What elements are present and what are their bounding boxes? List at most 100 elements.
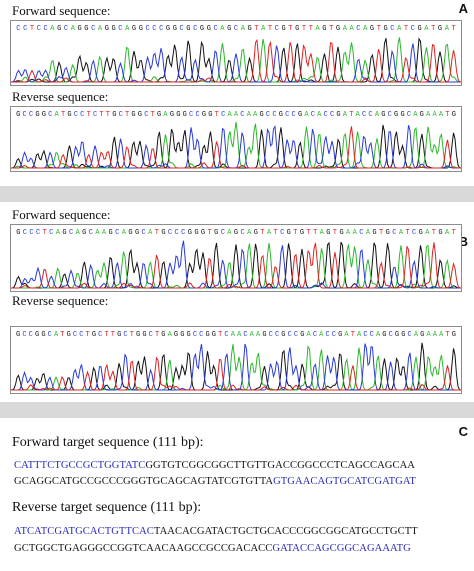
base-call-G: G <box>180 331 184 339</box>
base-call-C: C <box>407 111 411 119</box>
base-call-T: T <box>106 111 110 119</box>
base-call-G: G <box>161 331 165 339</box>
base-call-A: A <box>346 229 351 237</box>
base-call-C: C <box>159 25 163 33</box>
base-call-C: C <box>412 229 416 237</box>
base-call-A: A <box>55 111 60 119</box>
base-call-G: G <box>112 111 116 119</box>
base-call-G: G <box>417 25 421 33</box>
base-call-A: A <box>432 111 437 119</box>
base-call-G: G <box>214 229 218 237</box>
base-call-C: C <box>285 111 289 119</box>
base-call-C: C <box>330 111 334 119</box>
base-call-G: G <box>135 229 139 237</box>
base-call-A: A <box>439 111 444 119</box>
base-call-A: A <box>227 111 232 119</box>
base-call-A: A <box>425 229 430 237</box>
base-call-G: G <box>279 111 283 119</box>
base-call-C: C <box>288 331 292 339</box>
base-call-A: A <box>366 229 371 237</box>
forward-target-line-2-primer: GTGAACAGTGCATCGATGAT <box>273 476 416 487</box>
base-call-C: C <box>80 111 84 119</box>
base-call-T: T <box>104 331 108 339</box>
base-call-T: T <box>351 331 355 339</box>
base-call-T: T <box>155 229 159 237</box>
panel-a-reverse-label: Reverse sequence: <box>12 89 109 104</box>
base-call-C: C <box>142 229 146 237</box>
base-call-G: G <box>281 331 285 339</box>
separator-2 <box>0 402 474 418</box>
trace-line-T <box>11 242 461 289</box>
base-call-A: A <box>426 111 431 119</box>
base-call-G: G <box>117 331 121 339</box>
base-call-C: C <box>23 229 27 237</box>
base-call-C: C <box>16 25 20 33</box>
base-call-C: C <box>272 111 276 119</box>
panel-c: C Forward target sequence (111 bp): CATT… <box>0 418 474 571</box>
base-call-G: G <box>84 25 88 33</box>
base-call-G: G <box>16 331 20 339</box>
base-call-C: C <box>74 111 78 119</box>
base-call-A: A <box>445 25 450 33</box>
base-call-C: C <box>23 111 27 119</box>
base-call-G: G <box>386 229 390 237</box>
panel-a-letter: A <box>458 1 468 16</box>
base-call-G: G <box>381 111 385 119</box>
base-call-G: G <box>336 111 340 119</box>
reverse-target-title: Reverse target sequence (111 bp): <box>12 500 202 515</box>
base-call-A: A <box>397 25 402 33</box>
forward-target-line-1-rest: GGTGTCGGCGGCTTGTTGACCGGCCCTCAGCCAGCAA <box>145 460 416 471</box>
base-call-C: C <box>275 331 279 339</box>
base-call-A: A <box>349 25 354 33</box>
base-call-G: G <box>92 331 96 339</box>
trace-line-C <box>11 124 461 169</box>
base-call-T: T <box>155 331 159 339</box>
base-call-T: T <box>260 229 264 237</box>
base-call-C: C <box>408 331 412 339</box>
base-call-A: A <box>356 111 361 119</box>
base-call-G: G <box>77 25 81 33</box>
base-call-A: A <box>98 25 103 33</box>
reverse-target-line-2-primer: GATACCAGCGGCAGAAATG <box>272 543 411 554</box>
base-call-C: C <box>362 111 366 119</box>
base-call-T: T <box>288 25 292 33</box>
base-call-T: T <box>379 229 383 237</box>
base-call-C: C <box>43 25 47 33</box>
separator-1 <box>0 186 474 202</box>
base-call-G: G <box>400 111 404 119</box>
base-call-G: G <box>16 111 20 119</box>
panel-b-letter: B <box>458 234 468 249</box>
panel-b-reverse-label: Reverse sequence: <box>12 293 109 308</box>
base-call-A: A <box>399 229 404 237</box>
base-call-T: T <box>293 229 297 237</box>
base-call-A: A <box>261 25 266 33</box>
base-call-A: A <box>445 229 450 237</box>
base-call-G: G <box>128 229 132 237</box>
base-call-C: C <box>189 111 193 119</box>
base-call-C: C <box>73 331 77 339</box>
base-call-G: G <box>372 229 376 237</box>
base-call-C: C <box>292 111 296 119</box>
forward-target-line-1: CATTTCTGCCGCTGGTATCGGTGTCGGCGGCTTGTTGACC… <box>14 460 415 471</box>
base-call-G: G <box>287 229 291 237</box>
base-call-C: C <box>280 229 284 237</box>
base-call-A: A <box>95 229 100 237</box>
base-call-G: G <box>254 229 258 237</box>
trace-line-G <box>11 241 461 289</box>
base-call-A: A <box>344 331 349 339</box>
base-call-G: G <box>281 25 285 33</box>
base-call-C: C <box>91 25 95 33</box>
base-call-T: T <box>349 111 353 119</box>
base-call-G: G <box>383 25 387 33</box>
base-call-G: G <box>207 25 211 33</box>
base-call-T: T <box>377 25 381 33</box>
base-call-G: G <box>132 25 136 33</box>
base-call-G: G <box>419 229 423 237</box>
base-call-T: T <box>86 331 90 339</box>
base-call-A: A <box>231 331 236 339</box>
base-call-C: C <box>266 111 270 119</box>
base-call-G: G <box>201 229 205 237</box>
